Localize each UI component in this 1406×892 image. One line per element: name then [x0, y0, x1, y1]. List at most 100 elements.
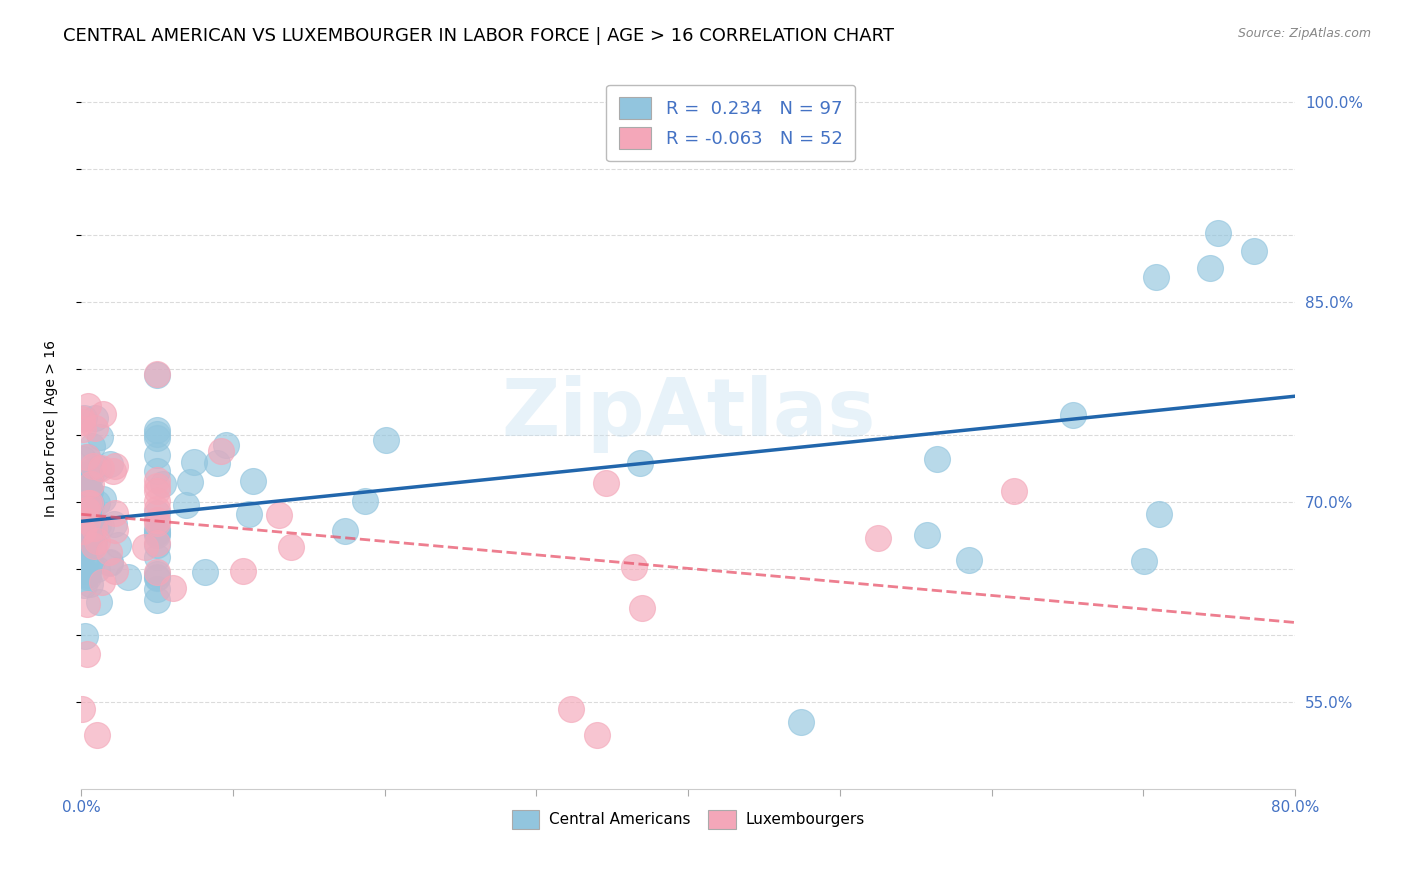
Point	[76, 647, 98, 661]
Point	[83, 539, 105, 553]
Point	[77, 569, 100, 583]
Point	[146, 464, 169, 478]
Text: CENTRAL AMERICAN VS LUXEMBOURGER IN LABOR FORCE | AGE > 16 CORRELATION CHART: CENTRAL AMERICAN VS LUXEMBOURGER IN LABO…	[63, 27, 894, 45]
Point	[77, 506, 100, 520]
Point	[86, 534, 108, 549]
Point	[209, 443, 232, 458]
Point	[146, 522, 169, 536]
Point	[82, 464, 104, 478]
Point	[84, 421, 107, 435]
Point	[146, 494, 169, 508]
Point	[82, 539, 104, 553]
Point	[70, 545, 93, 559]
Point	[80, 439, 103, 453]
Point	[1002, 483, 1025, 498]
Point	[146, 549, 169, 564]
Point	[146, 368, 169, 382]
Point	[79, 577, 101, 591]
Point	[98, 555, 121, 569]
Point	[146, 423, 169, 437]
Point	[79, 483, 101, 498]
Point	[83, 520, 105, 534]
Point	[146, 431, 169, 445]
Point	[146, 368, 169, 383]
Point	[79, 483, 101, 498]
Point	[1132, 554, 1154, 568]
Point	[100, 556, 122, 570]
Point	[79, 521, 101, 535]
Point	[98, 457, 121, 471]
Point	[76, 541, 98, 556]
Point	[104, 523, 127, 537]
Point	[179, 475, 201, 490]
Point	[70, 412, 93, 426]
Point	[79, 496, 101, 510]
Point	[79, 469, 101, 483]
Point	[75, 564, 97, 578]
Point	[146, 484, 169, 499]
Point	[73, 411, 96, 425]
Point	[76, 567, 98, 582]
Point	[267, 508, 290, 522]
Text: ZipAtlas: ZipAtlas	[501, 376, 876, 453]
Legend: Central Americans, Luxembourgers: Central Americans, Luxembourgers	[506, 804, 870, 835]
Point	[91, 575, 114, 590]
Point	[162, 582, 184, 596]
Point	[86, 728, 108, 742]
Point	[595, 475, 617, 490]
Point	[586, 728, 609, 742]
Y-axis label: In Labor Force | Age > 16: In Labor Force | Age > 16	[44, 340, 58, 517]
Point	[91, 492, 114, 507]
Point	[353, 493, 375, 508]
Point	[89, 430, 111, 444]
Point	[152, 477, 174, 491]
Point	[90, 461, 112, 475]
Point	[101, 465, 124, 479]
Point	[87, 595, 110, 609]
Point	[1199, 260, 1222, 275]
Point	[73, 479, 96, 493]
Point	[82, 459, 104, 474]
Point	[77, 399, 100, 413]
Point	[77, 496, 100, 510]
Point	[76, 450, 98, 465]
Point	[80, 497, 103, 511]
Point	[1144, 270, 1167, 285]
Point	[76, 532, 98, 546]
Point	[146, 448, 169, 462]
Point	[77, 494, 100, 508]
Point	[868, 531, 890, 545]
Point	[76, 450, 98, 464]
Point	[146, 513, 169, 527]
Point	[623, 559, 645, 574]
Point	[146, 593, 169, 607]
Point	[107, 538, 129, 552]
Point	[146, 525, 169, 540]
Point	[70, 498, 93, 512]
Point	[146, 524, 169, 539]
Point	[232, 564, 254, 578]
Point	[86, 561, 108, 575]
Point	[1062, 408, 1084, 422]
Point	[76, 489, 98, 503]
Point	[103, 517, 125, 532]
Point	[146, 506, 169, 520]
Point	[146, 427, 169, 442]
Point	[73, 467, 96, 482]
Point	[104, 459, 127, 474]
Point	[97, 544, 120, 558]
Point	[146, 571, 169, 585]
Point	[215, 438, 238, 452]
Point	[86, 518, 108, 533]
Point	[75, 629, 97, 643]
Point	[560, 701, 582, 715]
Point	[76, 502, 98, 516]
Point	[70, 701, 93, 715]
Point	[238, 508, 260, 522]
Point	[72, 421, 94, 435]
Point	[628, 456, 651, 470]
Point	[72, 451, 94, 466]
Point	[146, 516, 169, 531]
Point	[146, 567, 169, 582]
Point	[146, 528, 169, 542]
